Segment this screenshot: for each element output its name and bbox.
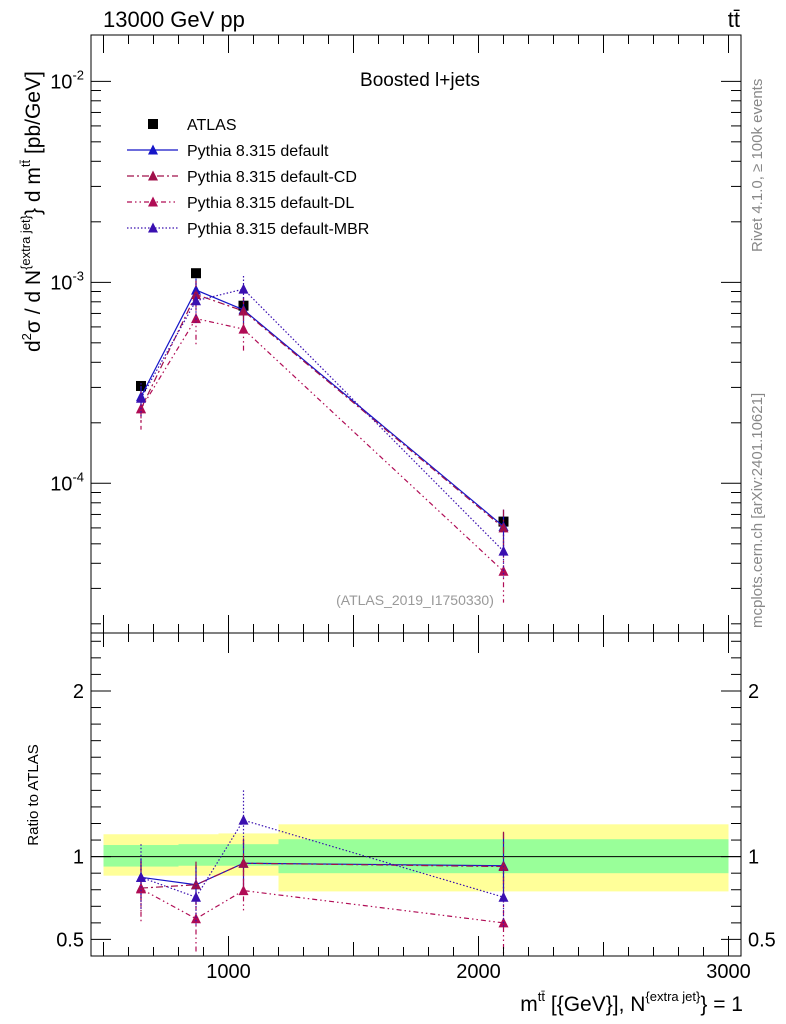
legend-label: ATLAS bbox=[187, 117, 237, 134]
main-series-group bbox=[136, 268, 509, 603]
series-marker bbox=[191, 313, 201, 324]
x-axis-label: mtt̄ [{GeV}], N{extra jet}} = 1 bbox=[520, 989, 743, 1016]
ratio-y-axis-label: Ratio to ATLAS bbox=[25, 744, 42, 845]
mcplots-label: mcplots.cern.ch [arXiv:2401.10621] bbox=[749, 393, 766, 628]
ratio-frame bbox=[90, 632, 742, 957]
ratio-y-tick-label: 2 bbox=[73, 681, 84, 703]
x-tick-label: 2000 bbox=[456, 961, 501, 983]
series-marker bbox=[191, 295, 201, 306]
ratio-ticks: 0.5 0.5 1 1 2 2 1000 2000 3000 bbox=[56, 633, 776, 983]
main-panel: 10-2 10-3 10-4 Boosted l+jets (ATLAS_2019_… bbox=[18, 34, 742, 634]
ratio-marker bbox=[191, 913, 201, 924]
legend-marker-atlas bbox=[148, 119, 158, 129]
legend-label: Pythia 8.315 default-DL bbox=[187, 195, 354, 212]
atlas-data-marker bbox=[191, 268, 201, 279]
legend-label: Pythia 8.315 default bbox=[187, 143, 329, 160]
legend-label: Pythia 8.315 default-MBR bbox=[187, 221, 369, 238]
legend-marker bbox=[148, 170, 158, 181]
series-marker bbox=[498, 522, 509, 533]
series-marker bbox=[238, 283, 249, 294]
series-marker bbox=[498, 545, 509, 556]
ratio-marker bbox=[238, 885, 249, 896]
ratio-line-3 bbox=[140, 819, 504, 898]
stat-uncertainty-band bbox=[178, 844, 219, 866]
x-tick-label: 1000 bbox=[206, 961, 251, 983]
series-line-2 bbox=[140, 293, 504, 529]
legend-marker bbox=[148, 222, 158, 233]
series-marker bbox=[238, 305, 249, 316]
ratio-panel: 0.5 0.5 1 1 2 2 1000 2000 3000 Ratio to ATLAS mt… bbox=[25, 632, 776, 1016]
x-tick-label: 3000 bbox=[706, 961, 751, 983]
main-ticks: 10-2 10-3 10-4 bbox=[50, 35, 741, 633]
series-marker bbox=[136, 392, 146, 403]
series-marker bbox=[238, 323, 249, 334]
legend-marker bbox=[148, 144, 158, 155]
ratio-y-tick-label: 0.5 bbox=[56, 929, 84, 951]
stat-uncertainty-band bbox=[218, 844, 279, 866]
y-tick-label: 10-3 bbox=[50, 268, 84, 294]
ratio-y-tick-label-right: 1 bbox=[748, 847, 759, 869]
series-line-1 bbox=[140, 289, 504, 527]
ratio-marker bbox=[136, 871, 146, 882]
ratio-marker bbox=[498, 891, 509, 902]
series-line-3 bbox=[140, 317, 504, 572]
ratio-y-tick-label-right: 2 bbox=[748, 681, 759, 703]
plot-title: Boosted l+jets bbox=[360, 70, 480, 91]
ratio-marker bbox=[191, 879, 201, 890]
y-tick-label: 10-4 bbox=[50, 469, 84, 495]
ratio-line-1 bbox=[140, 862, 504, 889]
y-tick-label: 10-2 bbox=[50, 67, 84, 93]
ratio-y-tick-label: 1 bbox=[73, 847, 84, 869]
ratio-series-group bbox=[136, 790, 509, 956]
ratio-marker bbox=[136, 883, 146, 894]
legend-marker bbox=[148, 196, 158, 207]
legend-label: Pythia 8.315 default-CD bbox=[187, 169, 357, 186]
ratio-marker bbox=[191, 891, 201, 902]
rivet-version-label: Rivet 4.1.0, ≥ 100k events bbox=[749, 79, 766, 252]
analysis-watermark: (ATLAS_2019_I1750330) bbox=[336, 592, 494, 608]
ratio-marker bbox=[238, 814, 249, 825]
legend: ATLAS Pythia 8.315 default Pythia 8.315 de… bbox=[127, 117, 369, 238]
ratio-bands bbox=[103, 824, 729, 892]
series-line-4 bbox=[140, 288, 504, 552]
main-y-axis-label: d2σ / d N{extra jet}} d mtt̄ [pb/GeV] bbox=[18, 71, 45, 352]
final-state-label: tt̄ bbox=[728, 7, 740, 32]
process-label: 13000 GeV pp bbox=[103, 7, 245, 32]
ratio-y-tick-label-right: 0.5 bbox=[748, 929, 776, 951]
